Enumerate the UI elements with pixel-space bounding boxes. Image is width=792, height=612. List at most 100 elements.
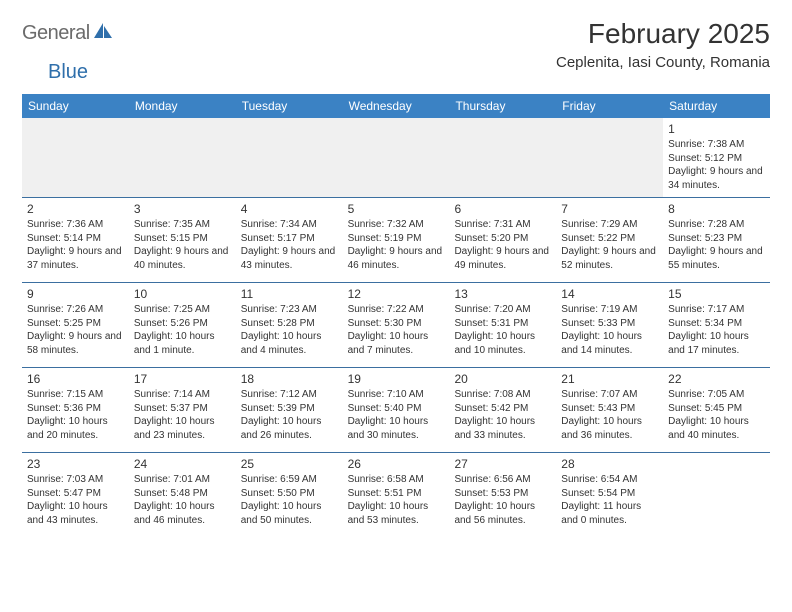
day-cell-empty [343,118,450,197]
day-daylight: Daylight: 10 hours and 1 minute. [134,330,231,357]
day-daylight: Daylight: 10 hours and 10 minutes. [454,330,551,357]
day-number: 28 [561,456,658,472]
day-sunrise: Sunrise: 7:28 AM [668,218,765,232]
day-sunset: Sunset: 5:23 PM [668,232,765,246]
day-sunrise: Sunrise: 7:08 AM [454,388,551,402]
day-sunrise: Sunrise: 6:58 AM [348,473,445,487]
day-cell: 17Sunrise: 7:14 AMSunset: 5:37 PMDayligh… [129,368,236,452]
day-daylight: Daylight: 10 hours and 4 minutes. [241,330,338,357]
day-number: 17 [134,371,231,387]
day-sunset: Sunset: 5:53 PM [454,487,551,501]
day-cell: 16Sunrise: 7:15 AMSunset: 5:36 PMDayligh… [22,368,129,452]
day-daylight: Daylight: 9 hours and 37 minutes. [27,245,124,272]
logo-text-blue: Blue [48,61,88,84]
day-daylight: Daylight: 10 hours and 33 minutes. [454,415,551,442]
day-sunrise: Sunrise: 7:01 AM [134,473,231,487]
day-sunset: Sunset: 5:51 PM [348,487,445,501]
day-sunset: Sunset: 5:50 PM [241,487,338,501]
day-sunrise: Sunrise: 7:03 AM [27,473,124,487]
day-cell-empty [663,453,770,537]
day-cell-empty [556,118,663,197]
weeks-container: 1Sunrise: 7:38 AMSunset: 5:12 PMDaylight… [22,118,770,537]
logo-sail-icon [93,22,113,45]
weekday-header: Tuesday [236,94,343,118]
day-cell: 26Sunrise: 6:58 AMSunset: 5:51 PMDayligh… [343,453,450,537]
day-daylight: Daylight: 10 hours and 17 minutes. [668,330,765,357]
day-sunset: Sunset: 5:36 PM [27,402,124,416]
day-number: 15 [668,286,765,302]
day-cell: 11Sunrise: 7:23 AMSunset: 5:28 PMDayligh… [236,283,343,367]
day-daylight: Daylight: 10 hours and 40 minutes. [668,415,765,442]
day-sunset: Sunset: 5:40 PM [348,402,445,416]
day-sunrise: Sunrise: 7:22 AM [348,303,445,317]
day-sunset: Sunset: 5:20 PM [454,232,551,246]
weekday-header-row: SundayMondayTuesdayWednesdayThursdayFrid… [22,94,770,118]
day-sunset: Sunset: 5:37 PM [134,402,231,416]
day-sunrise: Sunrise: 6:59 AM [241,473,338,487]
day-sunset: Sunset: 5:19 PM [348,232,445,246]
day-sunrise: Sunrise: 7:23 AM [241,303,338,317]
day-cell: 28Sunrise: 6:54 AMSunset: 5:54 PMDayligh… [556,453,663,537]
day-cell: 8Sunrise: 7:28 AMSunset: 5:23 PMDaylight… [663,198,770,282]
day-sunset: Sunset: 5:48 PM [134,487,231,501]
day-number: 9 [27,286,124,302]
day-cell: 13Sunrise: 7:20 AMSunset: 5:31 PMDayligh… [449,283,556,367]
day-daylight: Daylight: 10 hours and 53 minutes. [348,500,445,527]
day-sunrise: Sunrise: 7:14 AM [134,388,231,402]
day-sunset: Sunset: 5:39 PM [241,402,338,416]
day-number: 25 [241,456,338,472]
logo: General [22,22,113,45]
day-sunrise: Sunrise: 7:29 AM [561,218,658,232]
day-cell: 18Sunrise: 7:12 AMSunset: 5:39 PMDayligh… [236,368,343,452]
day-cell: 15Sunrise: 7:17 AMSunset: 5:34 PMDayligh… [663,283,770,367]
day-number: 2 [27,201,124,217]
day-daylight: Daylight: 10 hours and 56 minutes. [454,500,551,527]
day-sunset: Sunset: 5:54 PM [561,487,658,501]
day-cell: 6Sunrise: 7:31 AMSunset: 5:20 PMDaylight… [449,198,556,282]
day-cell: 12Sunrise: 7:22 AMSunset: 5:30 PMDayligh… [343,283,450,367]
day-cell: 3Sunrise: 7:35 AMSunset: 5:15 PMDaylight… [129,198,236,282]
week-row: 23Sunrise: 7:03 AMSunset: 5:47 PMDayligh… [22,452,770,537]
day-sunset: Sunset: 5:25 PM [27,317,124,331]
day-daylight: Daylight: 11 hours and 0 minutes. [561,500,658,527]
day-sunset: Sunset: 5:14 PM [27,232,124,246]
day-number: 23 [27,456,124,472]
day-sunrise: Sunrise: 6:54 AM [561,473,658,487]
day-sunset: Sunset: 5:26 PM [134,317,231,331]
day-cell: 21Sunrise: 7:07 AMSunset: 5:43 PMDayligh… [556,368,663,452]
day-sunrise: Sunrise: 7:25 AM [134,303,231,317]
day-sunrise: Sunrise: 7:31 AM [454,218,551,232]
day-number: 3 [134,201,231,217]
day-daylight: Daylight: 10 hours and 46 minutes. [134,500,231,527]
day-number: 19 [348,371,445,387]
day-sunrise: Sunrise: 7:12 AM [241,388,338,402]
day-sunset: Sunset: 5:22 PM [561,232,658,246]
day-sunrise: Sunrise: 6:56 AM [454,473,551,487]
day-number: 11 [241,286,338,302]
day-cell: 14Sunrise: 7:19 AMSunset: 5:33 PMDayligh… [556,283,663,367]
day-cell: 25Sunrise: 6:59 AMSunset: 5:50 PMDayligh… [236,453,343,537]
day-number: 27 [454,456,551,472]
day-cell-empty [129,118,236,197]
day-number: 24 [134,456,231,472]
day-daylight: Daylight: 10 hours and 20 minutes. [27,415,124,442]
day-sunrise: Sunrise: 7:32 AM [348,218,445,232]
day-cell: 4Sunrise: 7:34 AMSunset: 5:17 PMDaylight… [236,198,343,282]
day-sunrise: Sunrise: 7:20 AM [454,303,551,317]
week-row: 9Sunrise: 7:26 AMSunset: 5:25 PMDaylight… [22,282,770,367]
month-title: February 2025 [556,18,770,50]
day-cell-empty [22,118,129,197]
day-sunrise: Sunrise: 7:38 AM [668,138,765,152]
day-number: 7 [561,201,658,217]
day-daylight: Daylight: 9 hours and 46 minutes. [348,245,445,272]
weekday-header: Thursday [449,94,556,118]
day-number: 16 [27,371,124,387]
day-sunset: Sunset: 5:12 PM [668,152,765,166]
day-sunset: Sunset: 5:30 PM [348,317,445,331]
day-sunset: Sunset: 5:33 PM [561,317,658,331]
day-cell: 22Sunrise: 7:05 AMSunset: 5:45 PMDayligh… [663,368,770,452]
day-sunset: Sunset: 5:34 PM [668,317,765,331]
week-row: 16Sunrise: 7:15 AMSunset: 5:36 PMDayligh… [22,367,770,452]
day-daylight: Daylight: 10 hours and 26 minutes. [241,415,338,442]
calendar-grid: SundayMondayTuesdayWednesdayThursdayFrid… [22,94,770,537]
